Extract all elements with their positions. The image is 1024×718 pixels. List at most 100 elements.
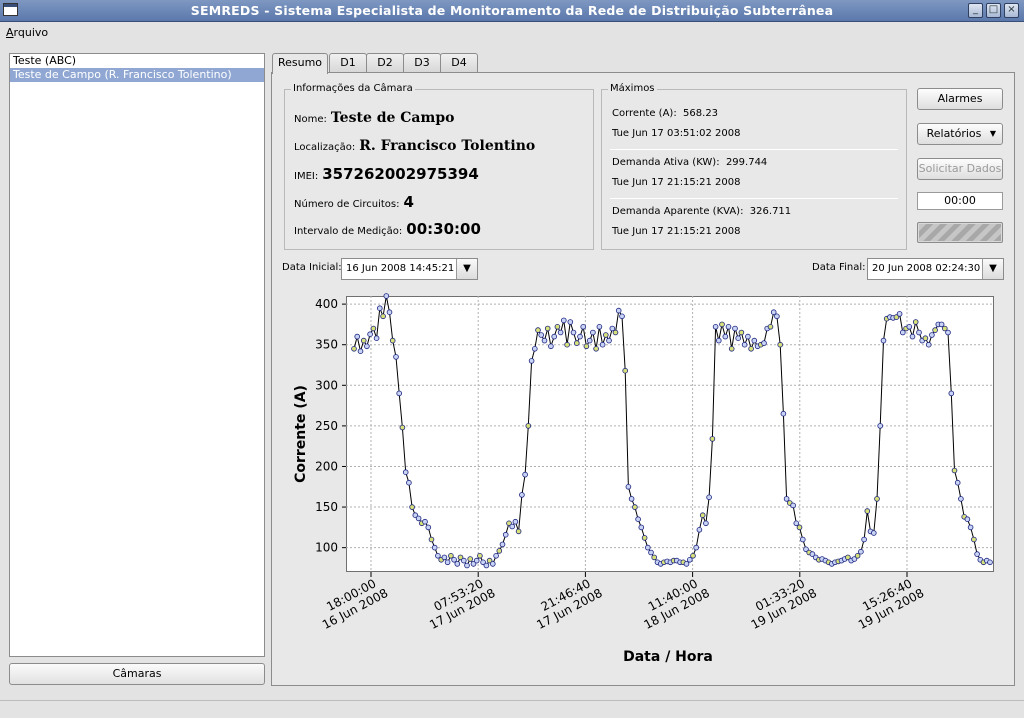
menu-bar: Arquivo xyxy=(0,23,1024,42)
data-point xyxy=(602,332,609,338)
data-point xyxy=(854,552,861,559)
max-current-date: Tue Jun 17 03:51:02 2008 xyxy=(612,128,741,139)
data-point xyxy=(577,333,583,340)
imei-value: 357262002975394 xyxy=(322,165,479,183)
data-point xyxy=(793,520,800,527)
request-data-button[interactable]: Solicitar Dados xyxy=(917,158,1003,180)
data-point xyxy=(809,551,816,557)
data-point xyxy=(564,341,570,348)
data-point xyxy=(367,331,373,338)
data-point xyxy=(370,325,377,332)
data-point xyxy=(748,345,754,352)
data-point xyxy=(506,520,512,527)
data-point xyxy=(958,496,964,502)
y-tick-label: 350 xyxy=(315,338,338,352)
app-window-icon[interactable] xyxy=(3,3,18,16)
tab-d1[interactable]: D1 xyxy=(329,53,367,73)
data-point xyxy=(464,562,470,569)
camera-info-title: Informações da Câmara xyxy=(291,83,415,94)
data-point xyxy=(932,327,938,333)
tab-d4[interactable]: D4 xyxy=(440,53,478,73)
data-point xyxy=(712,323,719,330)
data-point xyxy=(929,332,935,338)
chevron-down-icon[interactable]: ▼ xyxy=(456,259,477,279)
circuits-value: 4 xyxy=(403,193,414,211)
data-point xyxy=(954,479,961,486)
data-point xyxy=(644,544,651,551)
data-point xyxy=(399,424,406,431)
data-point xyxy=(870,530,877,536)
data-point xyxy=(896,311,903,317)
data-point xyxy=(741,341,748,348)
location-row: Localização: R. Francisco Tolentino xyxy=(294,138,535,154)
data-point xyxy=(948,390,955,397)
data-point xyxy=(448,552,454,559)
chart-plot-area xyxy=(346,296,994,572)
y-tick-label: 250 xyxy=(315,419,338,433)
data-point xyxy=(845,554,851,561)
data-point xyxy=(967,524,974,531)
data-point xyxy=(373,335,380,342)
max-active-label: Demanda Ativa (KW): xyxy=(612,157,720,168)
data-point xyxy=(567,319,574,325)
data-point xyxy=(738,329,745,336)
data-point xyxy=(912,319,919,325)
data-point xyxy=(874,496,880,502)
data-point xyxy=(351,345,357,352)
data-point xyxy=(406,479,412,486)
end-date-combo[interactable]: 20 Jun 2008 02:24:30 ▼ xyxy=(867,258,1004,280)
tab-d3[interactable]: D3 xyxy=(403,53,441,73)
data-point xyxy=(551,333,557,340)
chevron-down-icon[interactable]: ▼ xyxy=(982,259,1003,279)
data-point xyxy=(548,343,554,350)
data-point xyxy=(799,536,806,543)
data-point xyxy=(790,502,796,509)
tab-resumo[interactable]: Resumo xyxy=(272,53,328,74)
data-point xyxy=(861,536,867,543)
data-point xyxy=(599,341,606,348)
data-point xyxy=(706,494,712,501)
data-point xyxy=(502,531,509,538)
tab-d2[interactable]: D2 xyxy=(366,53,404,73)
alarms-button[interactable]: Alarmes xyxy=(917,88,1003,110)
data-point xyxy=(460,557,467,564)
cameras-button[interactable]: Câmaras xyxy=(9,663,265,685)
data-point xyxy=(477,552,483,559)
data-point xyxy=(541,337,548,344)
data-point xyxy=(396,390,403,397)
start-date-combo[interactable]: 16 Jun 2008 14:45:21 ▼ xyxy=(341,258,478,280)
data-point xyxy=(783,496,790,502)
data-point xyxy=(519,492,525,498)
data-point xyxy=(528,358,535,364)
close-icon[interactable]: × xyxy=(1004,3,1019,18)
maximize-icon[interactable]: □ xyxy=(986,3,1001,18)
data-point xyxy=(893,314,900,320)
data-point xyxy=(632,504,638,510)
data-point xyxy=(512,518,519,525)
data-point xyxy=(386,309,393,316)
data-point xyxy=(557,329,564,336)
data-point xyxy=(974,551,980,557)
data-point xyxy=(625,483,632,490)
menu-arquivo[interactable]: Arquivo xyxy=(6,26,48,39)
max-current-row: Corrente (A): 568.23 xyxy=(612,108,718,119)
data-point xyxy=(483,562,490,569)
data-point xyxy=(493,552,499,559)
data-point xyxy=(703,520,709,527)
data-point xyxy=(715,337,722,344)
circuits-label: Número de Circuitos: xyxy=(294,199,400,210)
data-point xyxy=(586,337,593,344)
camera-list-item-selected[interactable]: Teste de Campo (R. Francisco Tolentino) xyxy=(10,68,264,82)
camera-list[interactable]: Teste (ABC) Teste de Campo (R. Francisco… xyxy=(9,53,265,657)
data-point xyxy=(945,329,951,336)
minimize-icon[interactable]: _ xyxy=(968,3,983,18)
title-bar[interactable]: SEMREDS - Sistema Especialista de Monito… xyxy=(0,0,1024,22)
data-point xyxy=(522,471,528,478)
camera-list-item[interactable]: Teste (ABC) xyxy=(13,54,77,67)
window-title: SEMREDS - Sistema Especialista de Monito… xyxy=(190,3,834,18)
data-point xyxy=(648,549,654,556)
reports-button[interactable]: Relatórios ▼ xyxy=(917,123,1003,145)
data-point xyxy=(409,504,415,510)
